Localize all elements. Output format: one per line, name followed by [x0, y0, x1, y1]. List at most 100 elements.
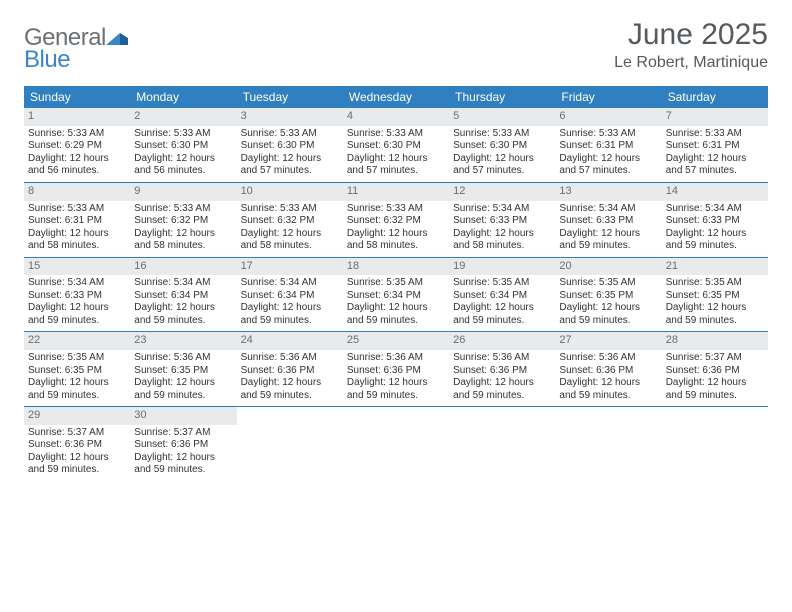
day-cell: 15Sunrise: 5:34 AMSunset: 6:33 PMDayligh… — [24, 258, 130, 332]
daylight-line: Daylight: 12 hours and 59 minutes. — [134, 452, 232, 477]
day-number: 11 — [343, 183, 449, 201]
day-number: 12 — [449, 183, 555, 201]
sunset-line: Sunset: 6:34 PM — [453, 290, 551, 303]
day-number: 6 — [555, 108, 661, 126]
day-cell: 2Sunrise: 5:33 AMSunset: 6:30 PMDaylight… — [130, 108, 236, 182]
daylight-line: Daylight: 12 hours and 57 minutes. — [559, 153, 657, 178]
empty-cell — [343, 407, 449, 481]
day-number: 3 — [237, 108, 343, 126]
day-cell: 4Sunrise: 5:33 AMSunset: 6:30 PMDaylight… — [343, 108, 449, 182]
location-label: Le Robert, Martinique — [614, 54, 768, 72]
daylight-line: Daylight: 12 hours and 58 minutes. — [241, 228, 339, 253]
sunrise-line: Sunrise: 5:37 AM — [134, 427, 232, 440]
sunset-line: Sunset: 6:36 PM — [241, 365, 339, 378]
sunset-line: Sunset: 6:30 PM — [241, 140, 339, 153]
sunrise-line: Sunrise: 5:33 AM — [134, 203, 232, 216]
sunrise-line: Sunrise: 5:35 AM — [28, 352, 126, 365]
day-number: 26 — [449, 332, 555, 350]
sunrise-line: Sunrise: 5:33 AM — [134, 128, 232, 141]
daylight-line: Daylight: 12 hours and 59 minutes. — [559, 302, 657, 327]
daylight-line: Daylight: 12 hours and 59 minutes. — [453, 377, 551, 402]
sunset-line: Sunset: 6:31 PM — [559, 140, 657, 153]
logo: General Blue — [24, 18, 128, 74]
sunrise-line: Sunrise: 5:35 AM — [453, 277, 551, 290]
sunset-line: Sunset: 6:31 PM — [28, 215, 126, 228]
day-cell: 10Sunrise: 5:33 AMSunset: 6:32 PMDayligh… — [237, 183, 343, 257]
week-row: 15Sunrise: 5:34 AMSunset: 6:33 PMDayligh… — [24, 258, 768, 333]
daylight-line: Daylight: 12 hours and 59 minutes. — [241, 302, 339, 327]
sunrise-line: Sunrise: 5:36 AM — [347, 352, 445, 365]
weekday-header: Tuesday — [237, 86, 343, 108]
weekday-header-row: Sunday Monday Tuesday Wednesday Thursday… — [24, 86, 768, 108]
daylight-line: Daylight: 12 hours and 59 minutes. — [241, 377, 339, 402]
empty-cell — [662, 407, 768, 481]
sunrise-line: Sunrise: 5:37 AM — [666, 352, 764, 365]
day-number: 27 — [555, 332, 661, 350]
day-cell: 7Sunrise: 5:33 AMSunset: 6:31 PMDaylight… — [662, 108, 768, 182]
daylight-line: Daylight: 12 hours and 59 minutes. — [28, 452, 126, 477]
daylight-line: Daylight: 12 hours and 59 minutes. — [453, 302, 551, 327]
page-title: June 2025 — [614, 18, 768, 52]
day-cell: 17Sunrise: 5:34 AMSunset: 6:34 PMDayligh… — [237, 258, 343, 332]
day-cell: 6 Sunrise: 5:33 AMSunset: 6:31 PMDaylight… — [555, 108, 661, 182]
sunset-line: Sunset: 6:36 PM — [347, 365, 445, 378]
sunrise-line: Sunrise: 5:34 AM — [241, 277, 339, 290]
sunset-line: Sunset: 6:33 PM — [666, 215, 764, 228]
day-cell: 1Sunrise: 5:33 AMSunset: 6:29 PMDaylight… — [24, 108, 130, 182]
day-cell: 9Sunrise: 5:33 AMSunset: 6:32 PMDaylight… — [130, 183, 236, 257]
daylight-line: Daylight: 12 hours and 56 minutes. — [134, 153, 232, 178]
sunset-line: Sunset: 6:36 PM — [453, 365, 551, 378]
day-number: 1 — [24, 108, 130, 126]
daylight-line: Daylight: 12 hours and 59 minutes. — [666, 228, 764, 253]
weekday-header: Friday — [555, 86, 661, 108]
weekday-header: Thursday — [449, 86, 555, 108]
weekday-header: Wednesday — [343, 86, 449, 108]
daylight-line: Daylight: 12 hours and 59 minutes. — [28, 302, 126, 327]
day-number: 21 — [662, 258, 768, 276]
day-number: 16 — [130, 258, 236, 276]
day-number: 17 — [237, 258, 343, 276]
sunset-line: Sunset: 6:36 PM — [559, 365, 657, 378]
empty-cell — [555, 407, 661, 481]
day-cell: 27Sunrise: 5:36 AMSunset: 6:36 PMDayligh… — [555, 332, 661, 406]
day-number: 18 — [343, 258, 449, 276]
sunrise-line: Sunrise: 5:34 AM — [28, 277, 126, 290]
day-number: 8 — [24, 183, 130, 201]
sunrise-line: Sunrise: 5:34 AM — [134, 277, 232, 290]
sunset-line: Sunset: 6:34 PM — [241, 290, 339, 303]
day-number: 30 — [130, 407, 236, 425]
sunset-line: Sunset: 6:33 PM — [559, 215, 657, 228]
sunset-line: Sunset: 6:36 PM — [134, 439, 232, 452]
day-number: 25 — [343, 332, 449, 350]
day-number: 14 — [662, 183, 768, 201]
day-cell: 13Sunrise: 5:34 AMSunset: 6:33 PMDayligh… — [555, 183, 661, 257]
sunset-line: Sunset: 6:36 PM — [666, 365, 764, 378]
day-cell: 30 Sunrise: 5:37 AMSunset: 6:36 PMDayligh… — [130, 407, 236, 481]
day-cell: 22Sunrise: 5:35 AMSunset: 6:35 PMDayligh… — [24, 332, 130, 406]
sunset-line: Sunset: 6:34 PM — [347, 290, 445, 303]
daylight-line: Daylight: 12 hours and 57 minutes. — [666, 153, 764, 178]
day-cell: 21Sunrise: 5:35 AMSunset: 6:35 PMDayligh… — [662, 258, 768, 332]
sunset-line: Sunset: 6:36 PM — [28, 439, 126, 452]
daylight-line: Daylight: 12 hours and 58 minutes. — [453, 228, 551, 253]
sunrise-line: Sunrise: 5:36 AM — [134, 352, 232, 365]
day-number: 5 — [449, 108, 555, 126]
weekday-header: Monday — [130, 86, 236, 108]
sunrise-line: Sunrise: 5:33 AM — [559, 128, 657, 141]
daylight-line: Daylight: 12 hours and 58 minutes. — [347, 228, 445, 253]
sunrise-line: Sunrise: 5:33 AM — [241, 128, 339, 141]
sunrise-line: Sunrise: 5:35 AM — [666, 277, 764, 290]
weeks-container: 1Sunrise: 5:33 AMSunset: 6:29 PMDaylight… — [24, 108, 768, 481]
sunrise-line: Sunrise: 5:36 AM — [559, 352, 657, 365]
daylight-line: Daylight: 12 hours and 59 minutes. — [134, 302, 232, 327]
sunrise-line: Sunrise: 5:35 AM — [559, 277, 657, 290]
day-number: 2 — [130, 108, 236, 126]
day-number: 29 — [24, 407, 130, 425]
sunrise-line: Sunrise: 5:37 AM — [28, 427, 126, 440]
heading: June 2025 Le Robert, Martinique — [614, 18, 768, 72]
day-cell: 11Sunrise: 5:33 AMSunset: 6:32 PMDayligh… — [343, 183, 449, 257]
daylight-line: Daylight: 12 hours and 59 minutes. — [134, 377, 232, 402]
day-cell: 28Sunrise: 5:37 AMSunset: 6:36 PMDayligh… — [662, 332, 768, 406]
sunset-line: Sunset: 6:32 PM — [134, 215, 232, 228]
sunset-line: Sunset: 6:34 PM — [134, 290, 232, 303]
